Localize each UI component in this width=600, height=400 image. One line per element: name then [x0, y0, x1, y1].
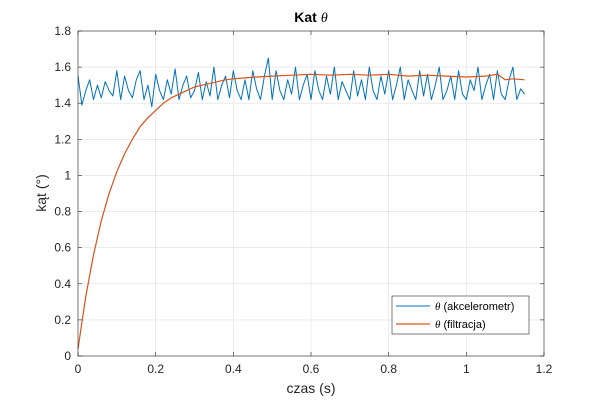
y-tick-label: 0: [64, 349, 71, 363]
y-tick-label: 0.2: [54, 313, 71, 327]
y-tick-label: 1.8: [54, 24, 71, 38]
legend: θ (akcelerometr) θ (filtracja): [391, 295, 530, 335]
y-tick-label: 0.4: [54, 277, 71, 291]
x-tick-label: 1: [463, 362, 470, 376]
y-tick-label: 1: [64, 168, 71, 182]
series-filtracja-line: [77, 73, 525, 349]
y-tick-label: 0.8: [54, 205, 71, 219]
x-tick-label: 0.6: [303, 362, 320, 376]
x-axis-label: czas (s): [287, 380, 336, 396]
series-layer: [77, 57, 526, 349]
chart-title: Kat θ: [294, 9, 328, 26]
y-tick-label: 1.4: [54, 96, 71, 110]
legend-entry-akcelerometr: θ (akcelerometr): [435, 301, 514, 313]
legend-symbol: θ: [435, 319, 441, 331]
x-tick-label: 0.8: [380, 362, 397, 376]
y-axis-label: kąt (°): [33, 174, 49, 212]
y-tick-label: 1.6: [54, 60, 71, 74]
axis-ticks: 0 0.2 0.4 0.6 0.8 1 1.2 0 0.2 0.4 0.6 0.8 1 1.2 1.4 1.6…: [54, 24, 552, 376]
legend-entry-filtracja: θ (filtracja): [435, 319, 486, 331]
y-tick-label: 0.6: [54, 241, 71, 255]
chart-title-main: Kat: [294, 9, 317, 25]
series-akcelerometr-line: [77, 57, 526, 108]
y-tick-label: 1.2: [54, 132, 71, 146]
legend-label: (filtracja): [440, 319, 485, 331]
legend-box: [391, 295, 530, 335]
x-tick-label: 0.2: [147, 362, 164, 376]
x-tick-label: 1.2: [536, 362, 553, 376]
legend-label: (akcelerometr): [440, 301, 514, 313]
x-tick-label: 0: [75, 362, 82, 376]
chart-title-symbol: θ: [321, 11, 328, 26]
x-tick-label: 0.4: [225, 362, 242, 376]
legend-symbol: θ: [435, 301, 441, 313]
